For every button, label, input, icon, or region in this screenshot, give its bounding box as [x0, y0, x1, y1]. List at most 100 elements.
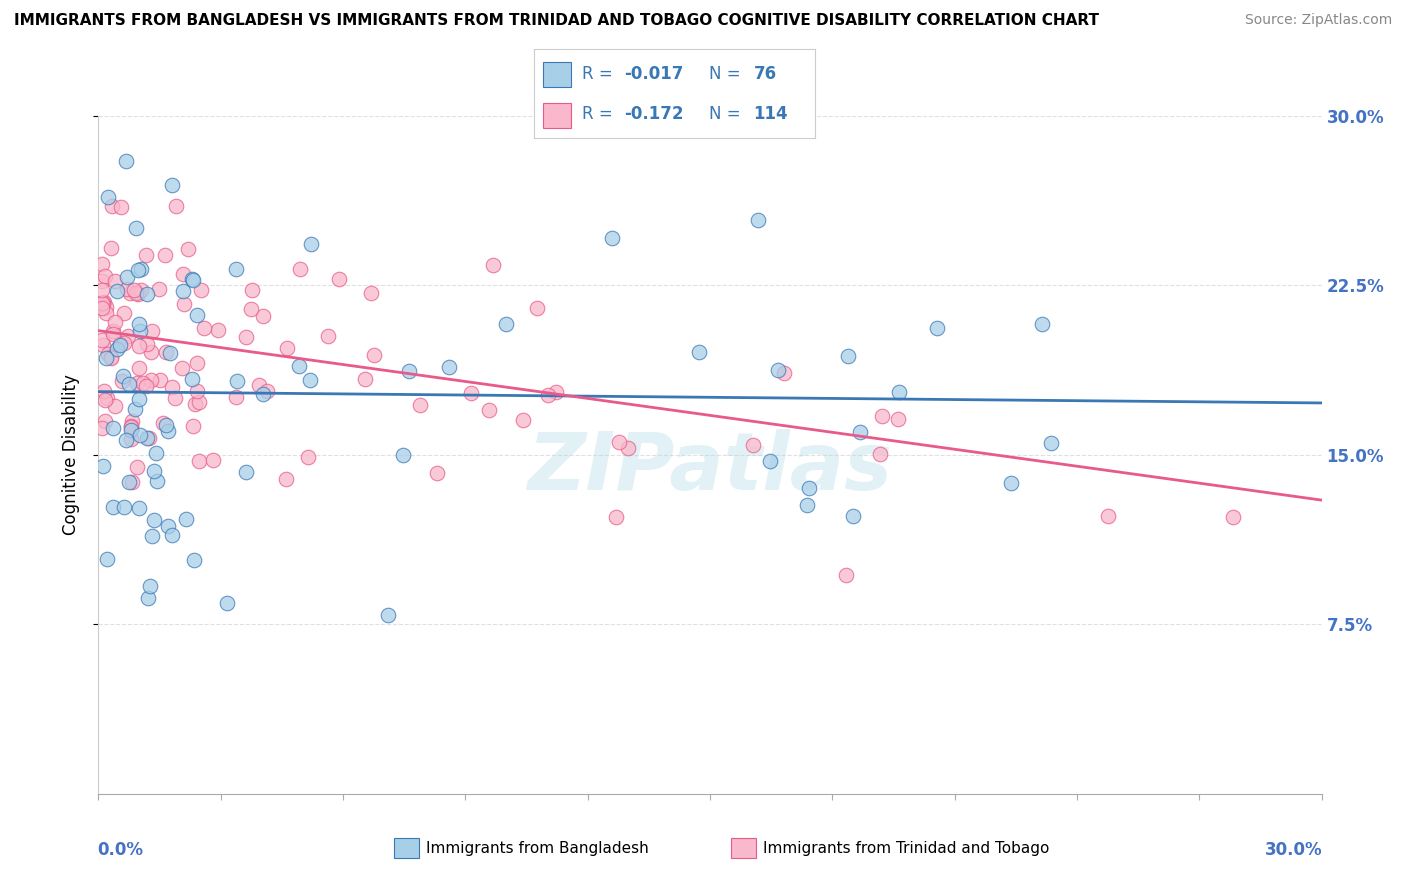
Point: [115, 433, 138, 447]
Point: [141, 324, 163, 338]
Point: [186, 308, 208, 322]
Point: [128, 392, 150, 406]
Point: [118, 285, 141, 300]
Point: [94, 414, 117, 428]
Point: [252, 387, 274, 401]
Point: [135, 378, 157, 392]
Point: [115, 282, 138, 296]
Text: N =: N =: [709, 105, 740, 123]
Point: [172, 284, 194, 298]
Point: [91, 257, 114, 271]
Point: [299, 373, 322, 387]
Point: [225, 390, 247, 404]
Point: [256, 384, 278, 399]
Point: [159, 346, 181, 360]
Point: [1222, 509, 1244, 524]
Text: 114: 114: [754, 105, 789, 123]
Point: [96, 552, 118, 566]
Point: [91, 283, 114, 297]
Point: [91, 274, 114, 288]
Point: [125, 459, 148, 474]
Point: [122, 283, 145, 297]
Point: [91, 420, 114, 434]
Point: [773, 367, 796, 381]
Point: [93, 268, 115, 283]
Point: [235, 329, 257, 343]
Point: [93, 384, 115, 398]
Point: [617, 441, 640, 455]
Point: [125, 286, 148, 301]
Text: -0.172: -0.172: [624, 105, 683, 123]
Point: [439, 359, 461, 374]
Point: [495, 318, 517, 332]
Point: [363, 348, 385, 362]
Point: [128, 317, 150, 331]
Point: [225, 261, 247, 276]
Point: [747, 212, 769, 227]
Point: [121, 414, 143, 428]
Point: [118, 475, 141, 489]
Point: [91, 333, 114, 347]
Point: [207, 322, 229, 336]
Text: 76: 76: [754, 65, 776, 83]
Point: [149, 373, 172, 387]
Point: [124, 220, 146, 235]
Text: R =: R =: [582, 105, 613, 123]
Point: [247, 378, 270, 392]
Point: [135, 286, 157, 301]
Point: [160, 380, 183, 394]
Point: [91, 296, 114, 310]
Y-axis label: Cognitive Disability: Cognitive Disability: [62, 375, 80, 535]
Point: [121, 475, 143, 489]
Text: Source: ZipAtlas.com: Source: ZipAtlas.com: [1244, 13, 1392, 28]
Point: [186, 356, 208, 370]
Point: [157, 424, 180, 438]
Point: [91, 459, 114, 474]
Point: [112, 369, 135, 384]
Point: [1031, 317, 1053, 331]
Point: [172, 267, 194, 281]
Point: [609, 434, 631, 449]
Point: [128, 361, 150, 376]
Point: [797, 481, 820, 495]
Point: [125, 376, 148, 390]
Point: [139, 373, 162, 387]
Text: 30.0%: 30.0%: [1265, 841, 1323, 859]
Point: [148, 282, 170, 296]
Point: [170, 360, 193, 375]
Point: [101, 326, 124, 341]
Point: [127, 286, 149, 301]
Point: [135, 431, 157, 445]
Point: [105, 342, 128, 356]
Point: [118, 377, 141, 392]
Point: [409, 398, 432, 412]
Point: [108, 338, 131, 352]
Point: [316, 328, 339, 343]
Text: -0.017: -0.017: [624, 65, 683, 83]
Point: [93, 338, 115, 352]
Point: [143, 464, 166, 478]
Point: [478, 403, 501, 417]
Point: [112, 336, 135, 351]
Point: [115, 269, 138, 284]
Point: [235, 466, 257, 480]
Point: [526, 301, 548, 315]
Point: [101, 324, 124, 338]
Point: [188, 395, 211, 409]
Point: [120, 418, 142, 433]
Point: [139, 345, 162, 359]
Point: [299, 236, 322, 251]
Point: [117, 328, 139, 343]
Point: [889, 384, 911, 399]
FancyBboxPatch shape: [543, 62, 571, 87]
Point: [107, 285, 129, 299]
Point: [128, 324, 150, 338]
Point: [124, 402, 146, 417]
Point: [215, 596, 238, 610]
Point: [226, 374, 249, 388]
Point: [188, 454, 211, 468]
Point: [544, 384, 567, 399]
Point: [288, 261, 311, 276]
Point: [129, 261, 152, 276]
Point: [600, 231, 623, 245]
